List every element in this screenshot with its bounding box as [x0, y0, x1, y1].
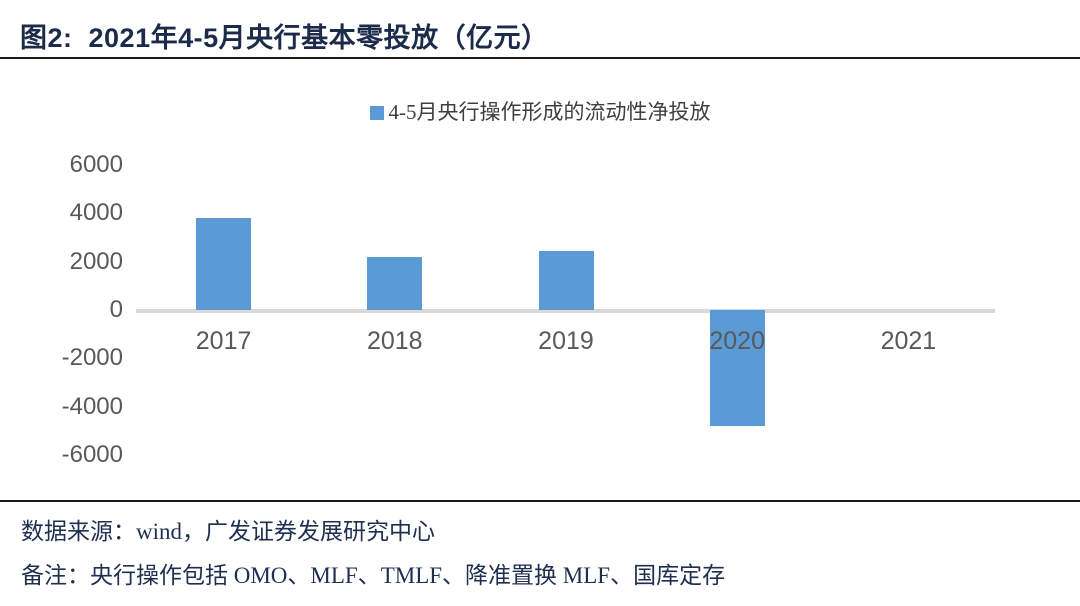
figure-title-text: 2021年4-5月央行基本零投放（亿元）: [88, 23, 549, 53]
legend-label: 4-5月央行操作形成的流动性净投放: [388, 100, 711, 124]
y-tick-label: -2000: [61, 344, 123, 372]
bar-2019: [538, 250, 594, 310]
remark-note: 备注：央行操作包括 OMO、MLF、TMLF、降准置换 MLF、国库定存: [21, 563, 726, 588]
y-tick-label: -4000: [61, 392, 123, 420]
x-axis-label: 2018: [366, 327, 423, 355]
zero-axis-line: [136, 309, 995, 313]
x-axis-label: 2019: [538, 327, 594, 355]
x-axis-label: 2017: [195, 327, 252, 355]
figure-number: 图2:: [20, 23, 73, 53]
bar-2018: [367, 256, 423, 310]
y-tick-label: 4000: [69, 199, 123, 227]
chart-legend: 4-5月央行操作形成的流动性净投放: [0, 99, 1080, 125]
x-axis-label: 2021: [880, 327, 937, 355]
plot-area: 6000 4000 2000 0 -2000 -4000 -6000 2017 2018 2019…: [62, 151, 995, 468]
legend-swatch-icon: [369, 106, 384, 120]
y-tick-label: 6000: [69, 151, 123, 178]
bar-2017: [196, 218, 252, 310]
y-tick-label: -6000: [61, 441, 123, 468]
bar-2020: [709, 310, 765, 426]
x-axis-label: 2020: [709, 327, 765, 355]
y-tick-label: 0: [109, 296, 123, 323]
y-tick-label: 2000: [69, 247, 123, 275]
title-divider: [0, 57, 1080, 59]
figure-title: 图2: 2021年4-5月央行基本零投放（亿元）: [20, 16, 549, 55]
data-source-note: 数据来源：wind，广发证券发展研究中心: [21, 519, 435, 544]
footer-divider: [0, 500, 1080, 502]
